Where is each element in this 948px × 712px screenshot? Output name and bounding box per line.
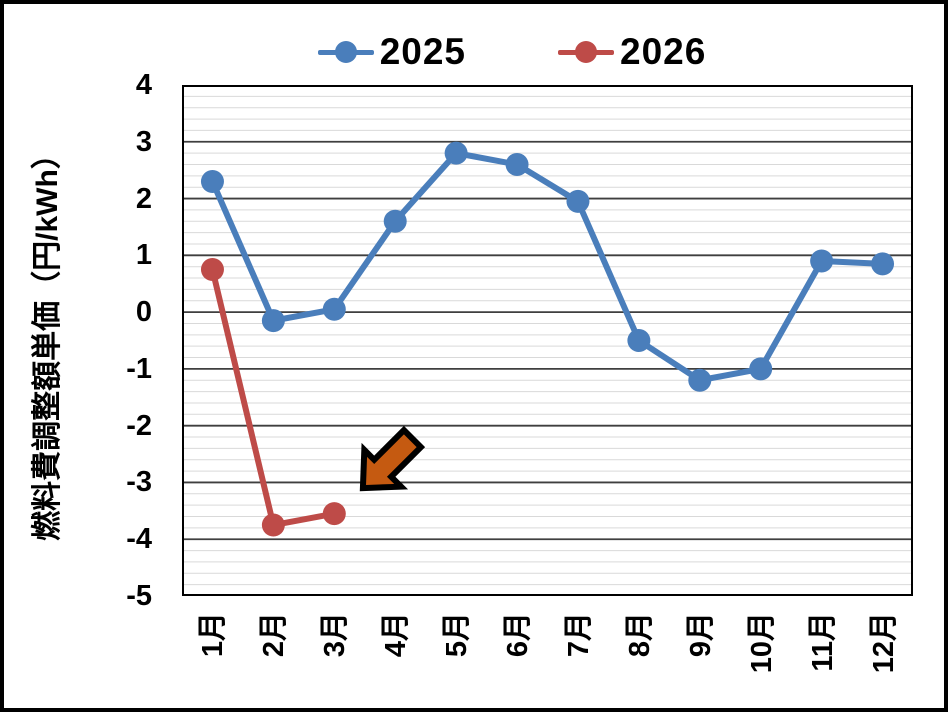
y-tick-label: 4	[135, 69, 152, 101]
data-point-marker-2025	[505, 152, 529, 176]
x-tick-label: 7月	[562, 612, 595, 658]
data-point-marker-2025	[627, 329, 651, 352]
data-point-marker-2026	[261, 513, 285, 537]
data-point-marker-2025	[444, 141, 468, 165]
x-tick-label: 3月	[319, 612, 352, 658]
legend-item-series-1: 2025	[317, 30, 466, 74]
y-tick-label: -4	[126, 523, 152, 556]
legend-circle-marker-icon	[334, 41, 357, 63]
legend-label-series-1: 2025	[379, 31, 466, 72]
y-tick-label: 3	[135, 125, 152, 158]
data-point-marker-2026	[200, 258, 224, 282]
data-point-marker-2025	[322, 297, 346, 321]
y-tick-label: -3	[126, 466, 152, 499]
data-point-marker-2025	[688, 368, 712, 392]
annotation-arrow-icon	[359, 425, 426, 492]
legend-item-series-2: 2026	[558, 30, 706, 74]
x-tick-label: 9月	[684, 612, 717, 658]
data-point-marker-2025	[566, 189, 590, 213]
y-tick-label: -5	[126, 580, 152, 612]
y-tick-label: 0	[135, 296, 152, 329]
plot-area-svg	[182, 85, 913, 596]
legend-label-series-2: 2026	[620, 31, 707, 72]
data-point-marker-2025	[383, 209, 407, 233]
data-point-marker-2025	[200, 170, 224, 194]
legend-line-marker-icon	[317, 39, 374, 65]
data-point-marker-2025	[810, 249, 834, 273]
x-tick-label: 5月	[441, 612, 474, 658]
y-tick-label: -2	[126, 409, 152, 442]
data-point-marker-2025	[749, 357, 773, 381]
data-point-marker-2025	[871, 252, 895, 276]
legend-circle-marker-icon	[575, 41, 597, 63]
x-tick-label: 6月	[502, 612, 535, 658]
y-tick-label: -1	[126, 352, 152, 385]
y-tick-label: 1	[135, 239, 152, 272]
series-line-2026	[209, 266, 338, 529]
x-tick-label: 4月	[380, 612, 413, 658]
x-tick-label: 2月	[258, 612, 291, 658]
x-tick-label: 1月	[197, 612, 230, 658]
data-point-marker-2026	[322, 502, 346, 526]
y-tick-label: 2	[135, 182, 152, 215]
x-tick-label: 12月	[867, 612, 900, 674]
x-tick-label: 8月	[623, 612, 656, 658]
data-point-marker-2025	[261, 309, 285, 333]
x-tick-label: 11月	[806, 612, 839, 672]
plot-border	[182, 85, 913, 596]
legend-line-marker-icon	[558, 39, 614, 65]
x-tick-label: 10月	[745, 612, 778, 674]
legend: 2025 2026	[42, 28, 944, 76]
